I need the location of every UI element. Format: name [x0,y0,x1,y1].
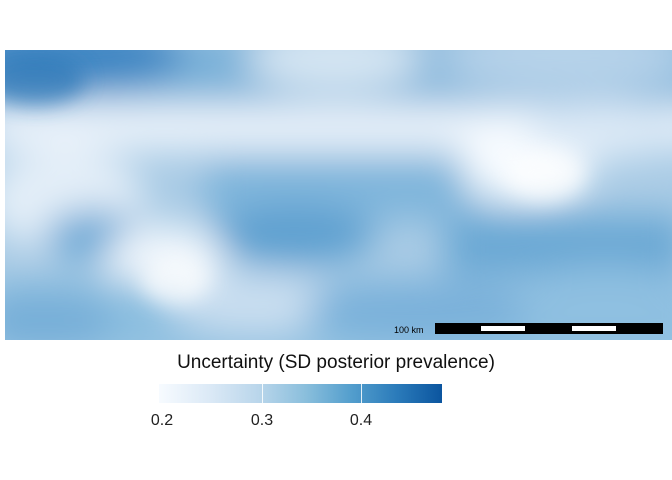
legend-title: Uncertainty (SD posterior prevalence) [177,352,495,373]
uncertainty-raster [5,50,672,340]
legend-colorbar [159,384,442,403]
scale-bar-label: 100 km [394,325,424,335]
uncertainty-map [5,50,672,340]
legend-tick-label: 0.2 [150,412,174,429]
legend-tick-mark [262,384,263,403]
legend-tick-mark [361,384,362,403]
legend-tick-label: 0.4 [349,412,373,429]
scale-bar [435,323,663,334]
legend-tick-label: 0.3 [250,412,274,429]
